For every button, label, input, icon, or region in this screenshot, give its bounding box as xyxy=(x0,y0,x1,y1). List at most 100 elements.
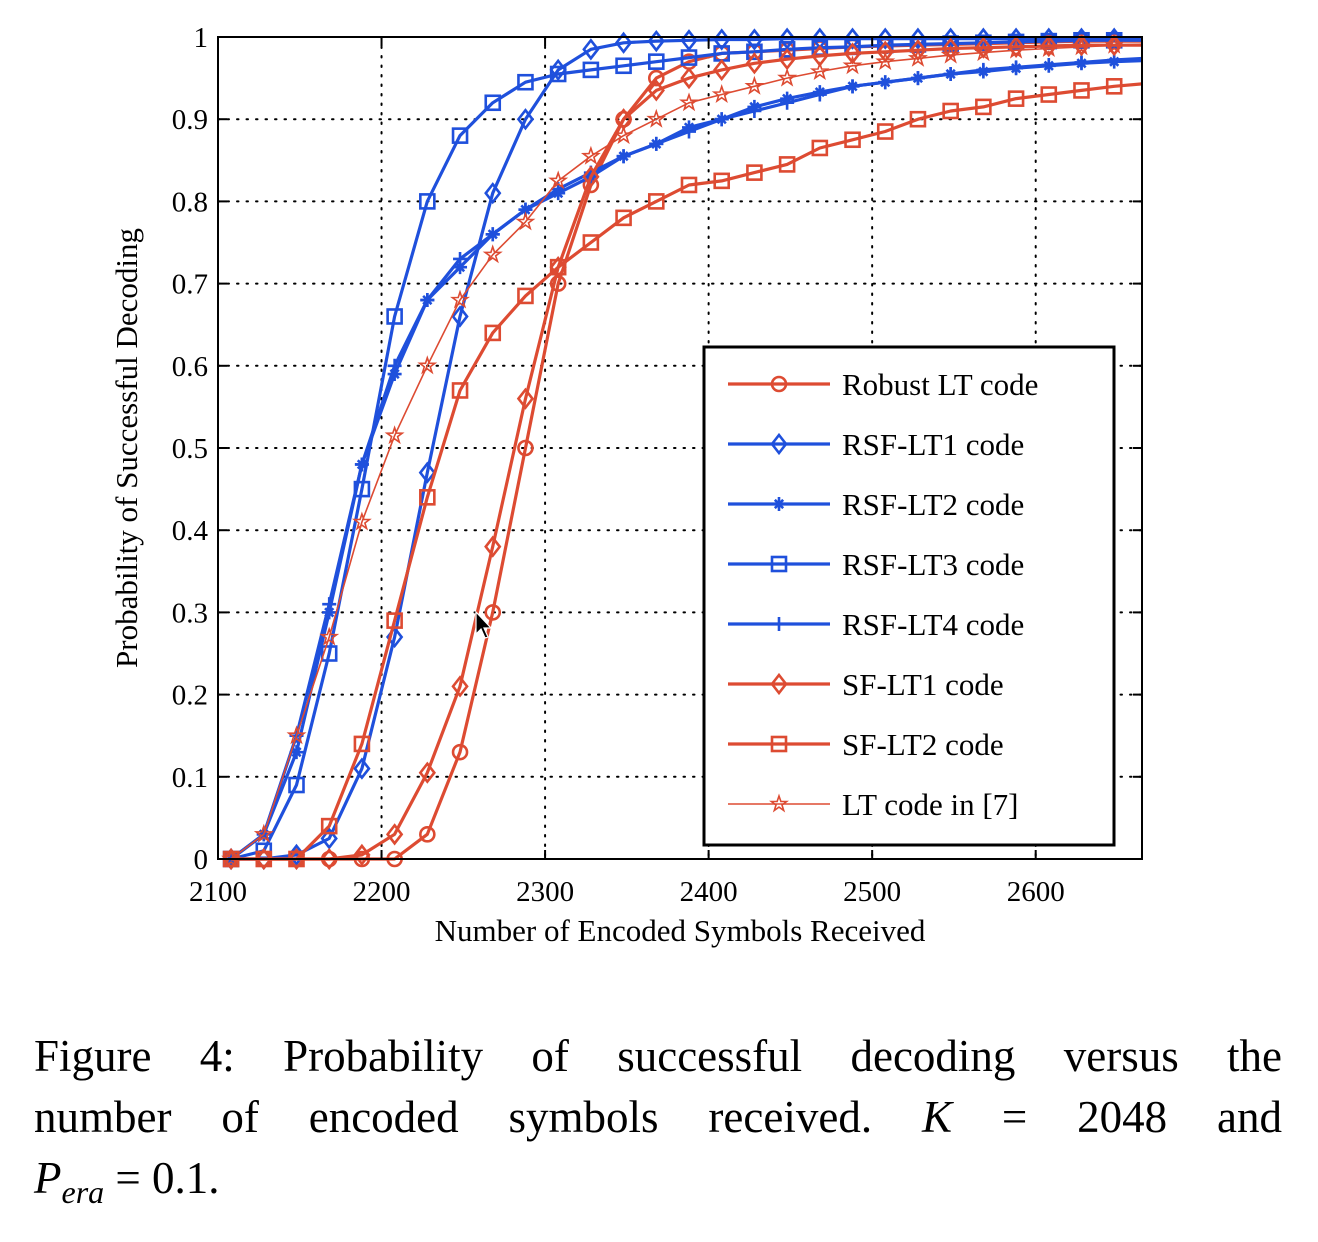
legend-entry: LT code in [7] xyxy=(728,787,1019,822)
data-point xyxy=(811,139,829,157)
axis-tick-labels: 2100 2200 2300 2400 2500 2600 0 0.1 0.2 0.3 0.4 0.5… xyxy=(172,22,1065,908)
y-tick-label: 0.4 xyxy=(172,515,209,547)
data-point xyxy=(354,457,369,472)
legend-marker xyxy=(770,555,788,573)
series-line xyxy=(230,38,1142,861)
data-point xyxy=(844,131,861,149)
y-tick-label: 0.6 xyxy=(172,351,208,383)
data-point xyxy=(419,826,436,843)
data-point xyxy=(975,98,992,116)
caption-k-symbol: K xyxy=(921,1092,952,1142)
data-point xyxy=(386,612,403,629)
legend-entry: RSF-LT2 code xyxy=(728,487,1024,522)
data-point xyxy=(680,66,698,90)
data-point xyxy=(353,843,371,867)
data-point xyxy=(1006,39,1027,59)
legend-marker xyxy=(772,497,786,511)
caption-k-value: 2048 xyxy=(1077,1092,1168,1142)
mouse-cursor-icon xyxy=(475,610,493,639)
data-point xyxy=(809,60,830,80)
data-point xyxy=(1009,60,1024,75)
data-point xyxy=(940,44,961,64)
data-point xyxy=(451,675,469,698)
data-point xyxy=(812,87,827,102)
legend-entry: SF-LT2 code xyxy=(728,727,1004,762)
caption-p-value: = 0.1. xyxy=(115,1153,220,1203)
data-point xyxy=(386,308,403,325)
data-point xyxy=(289,745,304,760)
legend-label: Robust LT code xyxy=(842,367,1038,402)
y-tick-label: 0.9 xyxy=(172,104,208,136)
data-point xyxy=(680,49,698,66)
data-point xyxy=(485,227,500,242)
data-point xyxy=(778,41,796,58)
data-point xyxy=(517,73,534,91)
data-point xyxy=(876,40,894,63)
caption-line-1-text: Probability of successful decoding versu… xyxy=(283,1031,1282,1081)
data-point xyxy=(680,176,698,194)
data-point xyxy=(419,193,436,210)
data-point xyxy=(353,757,371,780)
data-point xyxy=(353,735,371,753)
series-line xyxy=(231,43,1142,861)
legend-marker xyxy=(770,672,788,696)
data-point xyxy=(943,66,958,81)
data-point xyxy=(420,293,435,308)
data-point xyxy=(878,75,893,90)
data-point xyxy=(549,65,567,83)
axis-ticks xyxy=(217,36,1142,860)
x-tick-label: 2500 xyxy=(843,876,901,908)
data-point xyxy=(320,817,338,835)
data-point xyxy=(418,761,436,784)
legend-marker xyxy=(770,735,788,753)
data-point xyxy=(777,67,798,87)
y-tick-label: 0 xyxy=(194,844,209,876)
caption-label: Figure 4: xyxy=(34,1031,235,1081)
data-point xyxy=(517,439,534,457)
data-point xyxy=(780,95,795,110)
legend-marker xyxy=(770,432,788,456)
x-tick-label: 2300 xyxy=(516,876,574,908)
data-point xyxy=(907,47,929,67)
data-point xyxy=(1040,86,1058,103)
data-point xyxy=(746,164,763,181)
data-point xyxy=(418,461,436,484)
data-point xyxy=(1104,34,1125,54)
data-point xyxy=(647,79,665,102)
data-point xyxy=(714,112,729,127)
chart-legend: Robust LT code RSF-LT1 code RSF-LT2 code RS… xyxy=(702,345,1116,847)
data-point xyxy=(516,108,535,131)
legend-marker xyxy=(772,617,786,631)
caption-p-symbol: P xyxy=(34,1153,62,1203)
data-point xyxy=(451,305,469,328)
legend-marker xyxy=(769,793,789,813)
caption-line-1: Figure 4: Probability of successful deco… xyxy=(34,1026,1282,1087)
caption-line-3: Pera = 0.1. xyxy=(34,1148,1282,1209)
data-point xyxy=(385,823,404,846)
data-point xyxy=(450,289,470,309)
data-point xyxy=(616,149,631,164)
data-point xyxy=(646,108,667,128)
y-axis-label: Probability of Successful Decoding xyxy=(109,228,144,668)
data-point xyxy=(711,83,732,103)
chart-figure: 2100 2200 2300 2400 2500 2600 0 0.1 0.2 0.3 0.4 0.5… xyxy=(109,22,1143,948)
data-point xyxy=(615,57,632,75)
legend-entry: Robust LT code xyxy=(728,367,1038,402)
data-point xyxy=(647,193,665,210)
data-point xyxy=(1072,34,1091,57)
data-point xyxy=(580,145,601,165)
data-point xyxy=(614,31,633,54)
legend-entry: RSF-LT1 code xyxy=(728,427,1024,462)
data-point xyxy=(909,27,927,50)
legend-label: RSF-LT1 code xyxy=(842,427,1024,462)
legend-label: RSF-LT3 code xyxy=(842,547,1024,582)
y-tick-label: 0.5 xyxy=(172,433,208,465)
data-point xyxy=(843,42,862,65)
data-point xyxy=(615,209,632,227)
data-point xyxy=(384,425,405,445)
series-lt-code-in-7- xyxy=(221,34,1143,868)
data-point xyxy=(1040,34,1058,58)
data-point xyxy=(778,27,796,50)
data-point xyxy=(746,43,763,61)
data-point xyxy=(778,156,796,173)
